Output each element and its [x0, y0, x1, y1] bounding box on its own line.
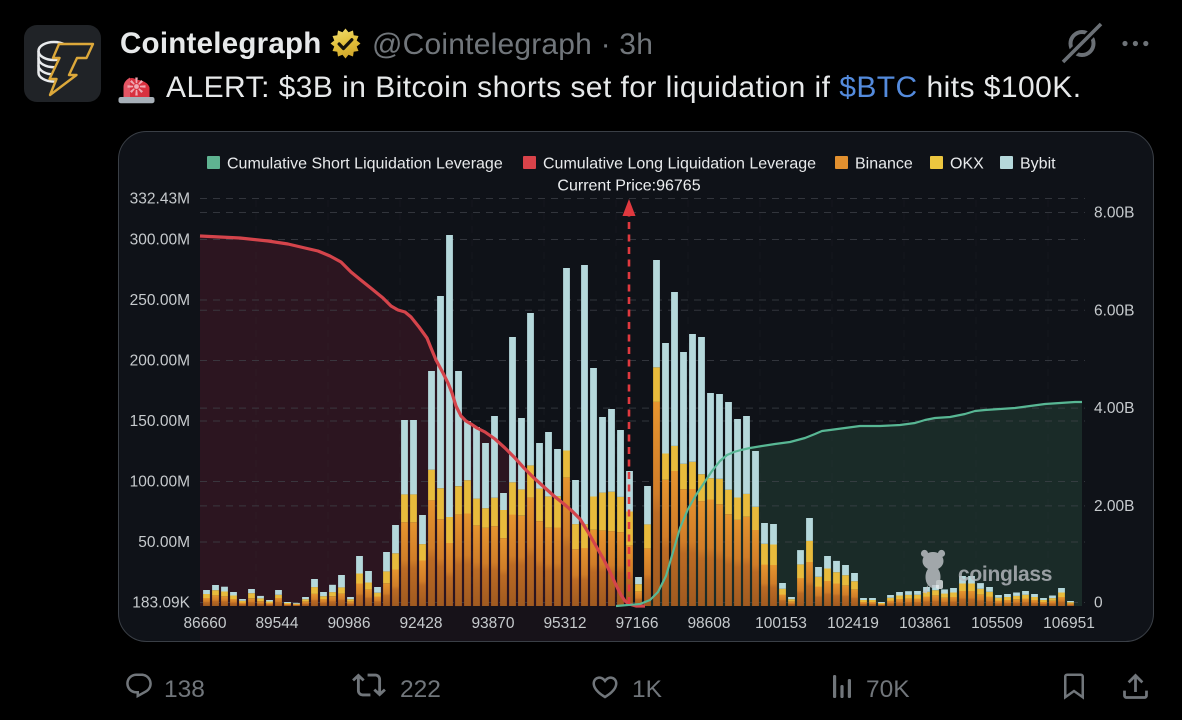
svg-text:95312: 95312 — [543, 615, 586, 632]
svg-text:92428: 92428 — [399, 615, 442, 632]
svg-text:183.09K: 183.09K — [132, 595, 190, 612]
svg-text:OKX: OKX — [950, 156, 984, 173]
svg-text:103861: 103861 — [899, 615, 951, 632]
svg-text:50.00M: 50.00M — [138, 534, 190, 551]
svg-text:100.00M: 100.00M — [130, 474, 190, 491]
svg-text:98608: 98608 — [687, 615, 730, 632]
svg-text:8.00B: 8.00B — [1094, 205, 1135, 222]
svg-text:6.00B: 6.00B — [1094, 302, 1135, 319]
svg-text:89544: 89544 — [255, 615, 298, 632]
svg-text:coinglass: coinglass — [958, 563, 1052, 586]
svg-text:86660: 86660 — [183, 615, 226, 632]
svg-text:4.00B: 4.00B — [1094, 400, 1135, 417]
svg-text:100153: 100153 — [755, 615, 807, 632]
svg-text:Bybit: Bybit — [1020, 156, 1056, 173]
svg-text:200.00M: 200.00M — [130, 353, 190, 370]
svg-text:Current Price:96765: Current Price:96765 — [557, 178, 700, 195]
svg-text:102419: 102419 — [827, 615, 879, 632]
svg-text:2.00B: 2.00B — [1094, 498, 1135, 515]
svg-text:93870: 93870 — [471, 615, 514, 632]
svg-text:Cumulative Short Liquidation L: Cumulative Short Liquidation Leverage — [227, 156, 503, 173]
svg-text:250.00M: 250.00M — [130, 292, 190, 309]
svg-text:106951: 106951 — [1043, 615, 1095, 632]
svg-text:300.00M: 300.00M — [130, 232, 190, 249]
svg-text:90986: 90986 — [327, 615, 370, 632]
svg-text:Binance: Binance — [855, 156, 913, 173]
svg-text:150.00M: 150.00M — [130, 413, 190, 430]
svg-text:105509: 105509 — [971, 615, 1023, 632]
svg-text:0: 0 — [1094, 595, 1103, 612]
svg-text:97166: 97166 — [615, 615, 658, 632]
svg-text:Cumulative Long Liquidation Le: Cumulative Long Liquidation Leverage — [543, 156, 816, 173]
svg-text:332.43M: 332.43M — [130, 191, 190, 208]
